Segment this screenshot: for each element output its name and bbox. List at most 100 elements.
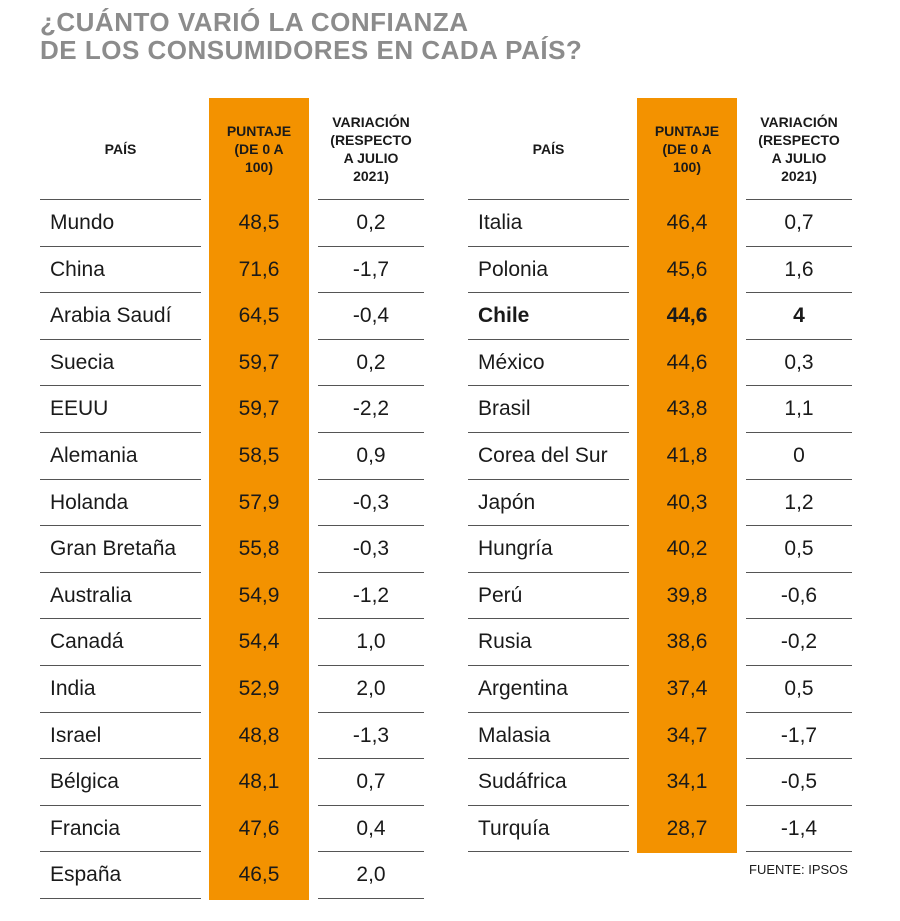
country-name: Hungría [478,537,553,560]
row-divider [468,665,629,666]
row-divider [40,618,201,619]
variation-value: 0,2 [356,211,386,234]
variation-value: 0,7 [356,770,386,793]
header-variation-line: VARIACIÓN [760,113,838,130]
row-divider [40,758,201,759]
row-divider [318,246,424,247]
header-country: PAÍS [532,140,565,157]
variation-value: -1,2 [352,584,390,607]
row-divider [318,712,424,713]
country-name: Francia [50,817,121,840]
variation-value: -1,7 [780,724,818,747]
row-divider [318,618,424,619]
variation-value: 4 [793,304,805,327]
row-divider [40,851,201,852]
score-value: 43,8 [666,397,708,420]
variation-value: -0,2 [780,630,818,653]
row-divider [40,712,201,713]
country-name: Bélgica [50,770,119,793]
variation-value: 0,3 [784,351,814,374]
variation-value: -0,5 [780,770,818,793]
header-variation-text: VARIACIÓN (RESPECTO A JULIO 2021) [330,113,411,185]
variation-value: 0,4 [356,817,386,840]
title-line-2: DE LOS CONSUMIDORES EN CADA PAÍS? [40,35,583,65]
header-score-line: PUNTAJE [654,122,720,139]
variation-value: 0,5 [784,677,814,700]
score-value: 54,9 [238,584,280,607]
country-name: EEUU [50,397,109,420]
row-divider [746,665,852,666]
row-divider [746,385,852,386]
variation-value: 2,0 [356,863,386,886]
country-name: Japón [478,491,536,514]
variation-value: -0,6 [780,584,818,607]
row-divider [318,805,424,806]
row-divider [468,712,629,713]
score-value: 54,4 [238,630,280,653]
country-name: México [478,351,545,374]
score-value: 47,6 [238,817,280,840]
page-title: ¿CUÁNTO VARIÓ LA CONFIANZA DE LOS CONSUM… [40,8,582,64]
country-name: Perú [478,584,523,607]
header-variation-line: 2021) [353,167,389,184]
row-divider [318,479,424,480]
score-value: 55,8 [238,537,280,560]
row-divider [318,339,424,340]
variation-value: 0,2 [356,351,386,374]
header-country: PAÍS [104,140,137,157]
country-name: Gran Bretaña [50,537,177,560]
score-value: 48,5 [238,211,280,234]
row-divider [318,758,424,759]
row-divider [746,292,852,293]
score-value: 37,4 [666,677,708,700]
row-divider [318,292,424,293]
score-value: 39,8 [666,584,708,607]
row-divider [318,851,424,852]
country-name: Turquía [478,817,550,840]
header-score-line: (DE 0 A [234,140,284,157]
header-variation-line: (RESPECTO [330,131,412,148]
row-divider [746,339,852,340]
row-divider [318,898,424,899]
country-name: España [50,863,122,886]
score-value: 71,6 [238,258,280,281]
row-divider [468,432,629,433]
score-value: 46,4 [666,211,708,234]
header-score-line: 100) [244,158,274,175]
row-divider [746,525,852,526]
variation-value: -0,4 [352,304,390,327]
row-divider [40,572,201,573]
country-name: Italia [478,211,523,234]
row-divider [40,246,201,247]
row-divider [40,525,201,526]
score-value: 59,7 [238,351,280,374]
score-value: 45,6 [666,258,708,281]
header-variation-text: VARIACIÓN (RESPECTO A JULIO 2021) [758,113,839,185]
header-score-line: PUNTAJE [226,122,292,139]
row-divider [40,339,201,340]
row-divider [40,479,201,480]
variation-value: -0,3 [352,491,390,514]
row-divider [746,851,852,852]
score-column-highlight [637,98,737,854]
country-name: China [50,258,105,281]
country-name: Alemania [50,444,138,467]
row-divider [746,805,852,806]
header-score: PUNTAJE (DE 0 A 100) [209,98,309,199]
country-name: Holanda [50,491,129,514]
source-note: FUENTE: IPSOS [749,862,848,877]
row-divider [468,758,629,759]
variation-value: -1,7 [352,258,390,281]
variation-value: 1,1 [784,397,814,420]
country-name: Argentina [478,677,568,700]
header-score: PUNTAJE (DE 0 A 100) [637,98,737,199]
row-divider [40,385,201,386]
country-name: Corea del Sur [478,444,608,467]
variation-value: 1,0 [356,630,386,653]
score-value: 57,9 [238,491,280,514]
country-name: Arabia Saudí [50,304,172,327]
header-variation-line: A JULIO [771,149,827,166]
country-name: Rusia [478,630,532,653]
row-divider [746,432,852,433]
country-name: Polonia [478,258,549,281]
